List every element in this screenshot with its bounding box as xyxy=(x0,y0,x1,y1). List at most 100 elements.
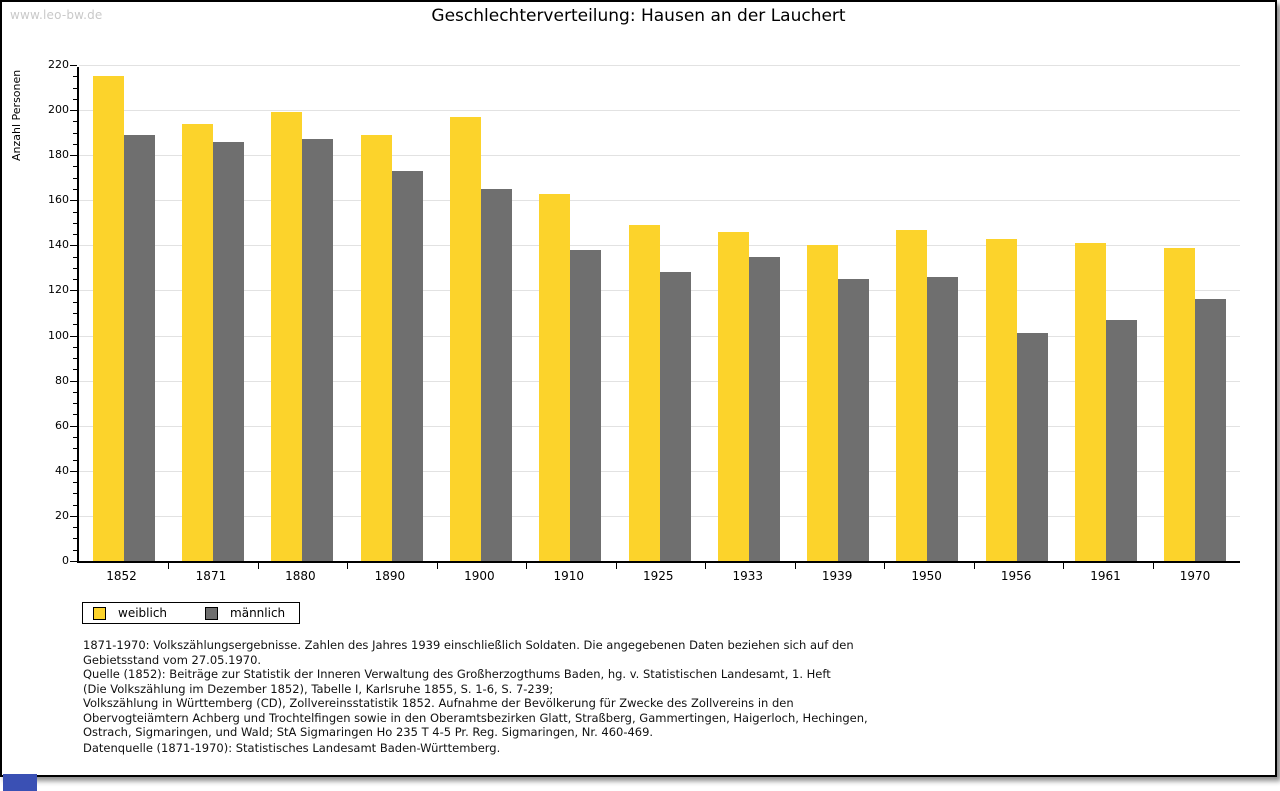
legend-item-männlich: männlich xyxy=(205,606,285,620)
y-minor-tick xyxy=(73,358,77,360)
bar-männlich-1900 xyxy=(480,189,512,561)
x-tick-label-1890: 1890 xyxy=(374,569,406,583)
x-tick-label-1956: 1956 xyxy=(1000,569,1032,583)
bar-group-1925 xyxy=(615,67,704,561)
bar-männlich-1910 xyxy=(570,249,602,561)
y-tick-label: 60 xyxy=(55,418,69,432)
y-minor-tick xyxy=(73,76,77,78)
gridline xyxy=(79,155,1240,157)
bar-weiblich-1925 xyxy=(628,225,660,561)
x-boundary-tick xyxy=(1063,563,1065,569)
y-minor-tick xyxy=(73,267,77,269)
footnote-line: Volkszählung in Württemberg (CD), Zollve… xyxy=(83,696,794,710)
bar-weiblich-1852 xyxy=(92,76,124,561)
x-boundary-tick xyxy=(615,563,617,569)
footnote-line: (Die Volkszählung im Dezember 1852), Tab… xyxy=(83,681,554,696)
y-tick-label: 20 xyxy=(55,508,69,522)
x-tick-label-1852: 1852 xyxy=(106,569,137,583)
x-boundary-tick xyxy=(347,563,349,569)
y-minor-tick xyxy=(73,166,77,168)
x-boundary-tick xyxy=(257,563,259,569)
bar-group-1961 xyxy=(1061,67,1150,561)
y-minor-tick xyxy=(73,177,77,179)
y-major-tick xyxy=(70,200,77,202)
y-minor-tick xyxy=(73,279,77,281)
bar-männlich-1852 xyxy=(123,134,155,561)
x-tick-label-1910: 1910 xyxy=(553,569,585,583)
datasource-line: Datenquelle (1871-1970): Statistisches L… xyxy=(83,741,501,755)
bar-group-1956 xyxy=(972,67,1061,561)
y-minor-tick xyxy=(73,549,77,551)
legend-label: männlich xyxy=(230,606,286,620)
chart-title: Geschlechterverteilung: Hausen an der La… xyxy=(431,6,846,26)
y-minor-tick xyxy=(73,346,77,348)
bar-group-1933 xyxy=(704,67,793,561)
y-tick-label: 120 xyxy=(48,283,69,297)
plot-area: 0 20 40 60 80 100 120 140 160 180 200 220 xyxy=(48,59,1240,569)
y-major-tick xyxy=(70,470,77,472)
y-minor-tick xyxy=(73,493,77,495)
bar-group-1970 xyxy=(1151,67,1240,561)
y-major-tick xyxy=(70,380,77,382)
y-minor-tick xyxy=(73,143,77,145)
y-tick-label: 140 xyxy=(48,238,69,252)
chart-frame: www.leo-bw.de Geschlechterverteilung: Ha… xyxy=(0,0,1277,777)
legend-item-weiblich: weiblich xyxy=(93,606,167,620)
x-tick-label-1871: 1871 xyxy=(195,569,227,583)
x-boundary-tick xyxy=(1152,563,1154,569)
bar-weiblich-1880 xyxy=(271,112,303,561)
y-tick-label: 40 xyxy=(55,463,69,477)
bar-weiblich-1956 xyxy=(985,238,1017,561)
y-major-tick xyxy=(70,65,77,66)
bar-männlich-1933 xyxy=(748,256,780,561)
bottom-left-blue-box xyxy=(3,774,37,791)
bar-group-1939 xyxy=(794,67,883,561)
legend-swatch-männlich xyxy=(205,606,219,620)
y-minor-tick xyxy=(73,324,77,326)
y-major-tick xyxy=(70,155,77,157)
y-minor-tick xyxy=(73,211,77,213)
legend-label: weiblich xyxy=(118,606,168,620)
bar-männlich-1961 xyxy=(1106,319,1138,561)
bar-männlich-1871 xyxy=(212,141,244,561)
legend-swatch-weiblich xyxy=(93,606,106,620)
bar-männlich-1880 xyxy=(302,139,334,561)
bar-männlich-1956 xyxy=(1016,333,1048,561)
bar-weiblich-1900 xyxy=(449,116,481,561)
y-minor-tick xyxy=(73,301,77,303)
footnote-line: Quelle (1852): Beiträge zur Statistik de… xyxy=(83,667,831,681)
x-tick-label-1933: 1933 xyxy=(732,569,763,583)
bar-group-1950 xyxy=(883,67,972,561)
y-tick-label: 0 xyxy=(62,554,69,567)
bar-group-1910 xyxy=(526,67,615,561)
gridline xyxy=(79,65,1240,66)
bar-weiblich-1871 xyxy=(181,123,213,561)
y-tick-label: 160 xyxy=(48,193,69,207)
x-tick-label-1961: 1961 xyxy=(1090,569,1121,583)
bar-männlich-1939 xyxy=(838,279,870,561)
bar-weiblich-1933 xyxy=(717,231,749,561)
x-tick-label-1970: 1970 xyxy=(1179,569,1211,583)
y-minor-tick xyxy=(73,189,77,190)
bar-männlich-1970 xyxy=(1195,299,1227,561)
y-minor-tick xyxy=(73,459,77,461)
footnotes: 1871-1970: Volkszählungsergebnisse. Zahl… xyxy=(83,638,868,740)
x-tick-label-1900: 1900 xyxy=(464,569,495,583)
bar-group-1871 xyxy=(168,67,257,561)
bar-weiblich-1961 xyxy=(1075,243,1107,561)
y-minor-tick xyxy=(73,527,77,529)
x-tick-label-1925: 1925 xyxy=(642,569,674,583)
y-tick-label: 200 xyxy=(48,103,69,117)
bar-groups xyxy=(79,67,1240,561)
y-major-tick xyxy=(70,425,77,427)
x-tick-label-1880: 1880 xyxy=(285,569,316,583)
y-minor-tick xyxy=(73,437,77,438)
y-minor-tick xyxy=(73,234,77,236)
x-boundary-tick xyxy=(973,563,975,569)
gridline xyxy=(79,110,1240,112)
y-major-tick xyxy=(70,515,77,517)
x-tick-label-1939: 1939 xyxy=(821,569,853,583)
y-major-tick xyxy=(70,110,77,112)
footnote-line: Obervogteiämtern Achberg und Trochtelfin… xyxy=(83,710,868,725)
y-minor-tick xyxy=(73,256,77,258)
